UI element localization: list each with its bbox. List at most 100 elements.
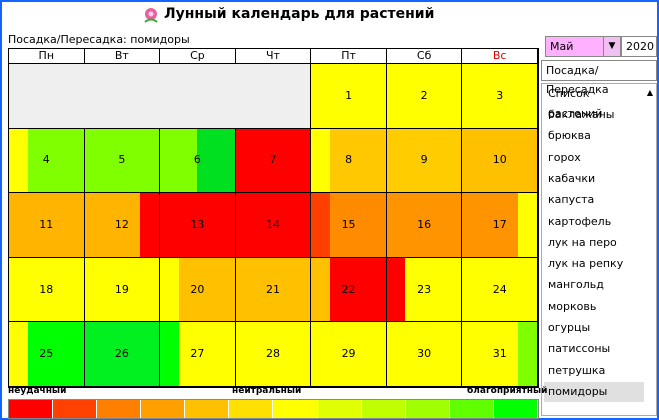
day-cell[interactable]: 12 — [84, 193, 161, 258]
day-cell[interactable]: 19 — [84, 257, 161, 323]
legend-swatch — [185, 400, 230, 418]
day-cell[interactable]: 1 — [311, 64, 387, 129]
cell-color — [348, 128, 368, 193]
plant-item[interactable]: помидоры — [544, 381, 644, 402]
day-cell[interactable]: 26 — [84, 322, 161, 387]
plant-item[interactable]: лук на перо — [548, 235, 617, 249]
day-cell[interactable]: 22 — [311, 257, 387, 323]
day-cell[interactable]: 27 — [160, 322, 236, 387]
legend-swatch — [405, 400, 450, 418]
plant-item[interactable]: капуста — [548, 193, 595, 207]
legend-label: благоприятный — [467, 386, 548, 396]
cell-color — [367, 193, 386, 257]
day-cell[interactable]: 15 — [311, 193, 387, 258]
cell-color — [178, 257, 198, 322]
legend-swatch — [273, 400, 318, 418]
cell-color — [442, 257, 462, 322]
plant-item[interactable]: баклажаны — [548, 108, 615, 121]
cell-color — [160, 257, 179, 322]
day-cell[interactable]: 23 — [386, 257, 463, 323]
day-cell[interactable]: 21 — [235, 257, 312, 323]
day-cell[interactable]: 28 — [235, 322, 312, 387]
cell-color — [160, 322, 179, 386]
day-number: 26 — [114, 347, 129, 361]
cell-color — [121, 193, 141, 257]
day-number: 14 — [265, 217, 280, 231]
day-number: 19 — [114, 282, 129, 296]
cell-color — [84, 257, 160, 322]
plant-item[interactable]: патиссоны — [548, 342, 611, 356]
day-cell[interactable]: 25 — [9, 322, 85, 387]
plant-item[interactable]: горох — [548, 150, 581, 164]
plant-item[interactable]: мангольд — [548, 278, 604, 292]
legend-swatch — [361, 400, 406, 418]
subtitle: Посадка/Пересадка: помидоры — [8, 33, 190, 46]
cell-color — [481, 322, 500, 386]
day-cell[interactable]: 24 — [462, 257, 538, 323]
mode-select[interactable]: Посадка/Пересадка — [541, 60, 657, 96]
day-cell[interactable]: 5 — [84, 128, 161, 194]
plant-item[interactable]: петрушка — [548, 363, 606, 377]
day-cell[interactable]: 14 — [235, 193, 312, 258]
dropdown-arrow[interactable]: ▼ — [603, 37, 620, 56]
cell-color — [84, 193, 104, 257]
month-select[interactable]: Май ▼ — [545, 36, 621, 57]
year-field[interactable]: 2020 — [621, 36, 657, 57]
day-cell[interactable]: 9 — [386, 128, 463, 194]
cell-color — [46, 128, 65, 193]
day-number: 29 — [341, 347, 356, 361]
day-cell[interactable]: 17 — [462, 193, 538, 258]
day-number: 1 — [345, 88, 353, 102]
weekday: Чт — [235, 49, 312, 64]
legend-swatch — [449, 400, 494, 418]
month: Май — [550, 40, 574, 53]
plant-item[interactable]: огурцы — [548, 321, 591, 334]
plant-item[interactable]: морковь — [548, 299, 597, 313]
legend-swatch — [317, 400, 362, 418]
day-cell[interactable]: 20 — [160, 257, 236, 323]
cell-color — [178, 322, 198, 386]
scroll-arrow[interactable]: ▲ — [646, 88, 653, 97]
cell-color — [386, 257, 406, 322]
plant-item[interactable]: кабачки — [548, 171, 596, 185]
cell-color — [462, 257, 537, 322]
calendar: Пн Вт Ср Чт Пт Сб Вс 1 2 3 4 5 6 7 8 9 10 11 12 13 14 15 16 17 1… — [8, 48, 539, 388]
day-cell[interactable]: 31 — [462, 322, 538, 387]
day-cell[interactable]: 6 — [160, 128, 236, 194]
day-cell[interactable]: 10 — [462, 128, 538, 194]
legend-swatch — [229, 400, 274, 418]
day-cell[interactable]: 13 — [160, 193, 236, 258]
cell-color — [462, 64, 537, 128]
flower-icon — [144, 8, 158, 23]
day-number: 23 — [417, 282, 432, 296]
cell-color — [64, 322, 84, 386]
cell-color — [462, 193, 482, 257]
day-cell[interactable]: 4 — [9, 128, 85, 194]
day-cell[interactable]: 30 — [386, 322, 463, 387]
day-cell[interactable]: 11 — [9, 193, 85, 258]
day-cell[interactable]: 3 — [462, 64, 538, 129]
cell-color — [9, 193, 84, 257]
day-number: 8 — [345, 153, 353, 167]
plant-item[interactable]: картофель — [548, 214, 612, 228]
day-cell[interactable]: 29 — [311, 322, 387, 387]
day-cell[interactable]: 18 — [9, 257, 85, 323]
weekday: Сб — [386, 49, 463, 64]
cell-color — [329, 257, 349, 322]
day-number: 5 — [118, 153, 126, 167]
day-cell[interactable]: 16 — [386, 193, 463, 258]
cell-color — [499, 322, 519, 386]
plant-item[interactable]: лук на репку — [548, 257, 624, 271]
legend-label: неудачный — [8, 386, 67, 396]
cell-color — [27, 128, 47, 193]
plant-item[interactable]: брюква — [548, 129, 591, 143]
day-cell[interactable]: 8 — [311, 128, 387, 194]
day-number: 7 — [269, 153, 277, 167]
weekday: Пн — [9, 49, 85, 64]
cell-color — [140, 193, 160, 257]
day-cell[interactable]: 7 — [235, 128, 312, 194]
cell-color — [386, 64, 462, 128]
list-title: Список растений — [548, 87, 603, 120]
day-cell[interactable]: 2 — [386, 64, 463, 129]
